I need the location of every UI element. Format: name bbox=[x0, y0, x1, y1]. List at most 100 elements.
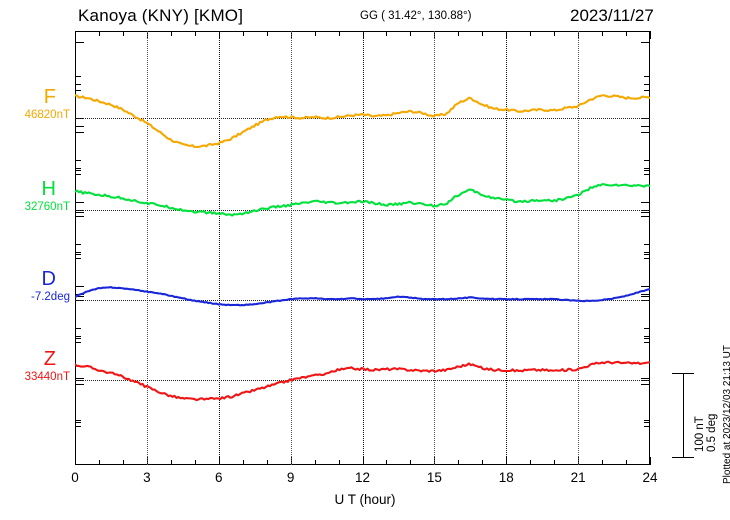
axis-tick-bottom bbox=[386, 460, 388, 465]
axis-tick-left bbox=[75, 202, 84, 203]
axis-tick-bottom bbox=[194, 460, 196, 465]
axis-tick-right bbox=[641, 286, 650, 287]
axis-tick-right bbox=[641, 296, 650, 297]
component-value-z: 33440nT bbox=[24, 371, 70, 383]
component-letter-d: D bbox=[41, 268, 56, 290]
axis-tick-top bbox=[338, 31, 340, 36]
axis-tick-left bbox=[75, 384, 84, 385]
plotted-timestamp: Plotted at 2023/12/03 21:13 UT bbox=[722, 345, 730, 484]
axis-tick-right bbox=[641, 202, 650, 203]
baseline-h bbox=[75, 210, 650, 211]
axis-tick-minor bbox=[75, 258, 81, 259]
axis-tick-bottom bbox=[530, 460, 532, 465]
axis-tick-top bbox=[386, 31, 388, 36]
grid-line-vertical bbox=[146, 31, 148, 465]
axis-tick-top bbox=[98, 31, 100, 36]
axis-tick-minor bbox=[644, 252, 650, 253]
axis-tick-minor bbox=[644, 76, 650, 77]
axis-tick-top bbox=[75, 31, 76, 39]
axis-tick-left bbox=[75, 126, 84, 127]
axis-tick-top bbox=[170, 31, 172, 36]
axis-tick-top bbox=[530, 31, 532, 36]
grid-line-vertical bbox=[290, 31, 292, 465]
axis-tick-bottom bbox=[410, 460, 412, 465]
axis-tick-minor bbox=[644, 244, 650, 245]
axis-tick-left bbox=[75, 296, 84, 297]
axis-tick-bottom bbox=[626, 460, 628, 465]
baseline-z bbox=[75, 380, 650, 381]
x-axis-title: U T (hour) bbox=[334, 492, 396, 507]
axis-tick-bottom bbox=[458, 460, 460, 465]
x-tick-label: 12 bbox=[354, 470, 371, 485]
axis-tick-right bbox=[641, 216, 650, 217]
axis-tick-minor bbox=[75, 420, 81, 421]
scale-bar-nt-label: 100 nT bbox=[694, 416, 706, 452]
component-value-h: 32760nT bbox=[24, 201, 70, 213]
axis-tick-minor bbox=[644, 342, 650, 343]
baseline-f bbox=[75, 118, 650, 119]
axis-tick-top bbox=[626, 31, 628, 36]
axis-tick-top bbox=[314, 31, 316, 36]
axis-tick-minor bbox=[644, 254, 650, 255]
axis-tick-bottom bbox=[650, 457, 651, 465]
axis-tick-bottom bbox=[482, 460, 484, 465]
axis-tick-top bbox=[122, 31, 124, 36]
axis-tick-minor bbox=[75, 252, 81, 253]
axis-tick-minor bbox=[644, 338, 650, 339]
axis-tick-top bbox=[266, 31, 268, 36]
axis-tick-bottom bbox=[75, 457, 76, 465]
axis-tick-minor bbox=[644, 170, 650, 171]
x-tick-label: 9 bbox=[286, 470, 295, 485]
axis-tick-minor bbox=[75, 160, 81, 161]
axis-tick-minor bbox=[644, 420, 650, 421]
grid-line-vertical bbox=[218, 31, 220, 465]
axis-tick-right bbox=[641, 126, 650, 127]
axis-tick-top bbox=[554, 31, 556, 36]
axis-tick-minor bbox=[75, 254, 81, 255]
axis-tick-top bbox=[458, 31, 460, 36]
grid-line-vertical bbox=[578, 31, 580, 465]
axis-tick-minor bbox=[75, 342, 81, 343]
axis-tick-bottom bbox=[602, 460, 604, 465]
grid-line-vertical bbox=[434, 31, 436, 465]
axis-tick-top bbox=[482, 31, 484, 36]
axis-tick-minor bbox=[644, 336, 650, 337]
scale-bar-deg-label: 0.5 deg bbox=[706, 413, 718, 452]
axis-tick-minor bbox=[75, 90, 81, 91]
axis-tick-bottom bbox=[554, 460, 556, 465]
axis-tick-minor bbox=[75, 170, 81, 171]
component-letter-f: F bbox=[43, 86, 56, 108]
axis-tick-minor bbox=[75, 76, 81, 77]
axis-tick-top bbox=[650, 31, 651, 39]
axis-tick-left bbox=[75, 378, 84, 379]
axis-tick-minor bbox=[75, 84, 81, 85]
axis-tick-bottom bbox=[98, 460, 100, 465]
axis-tick-bottom bbox=[314, 460, 316, 465]
axis-tick-minor bbox=[75, 338, 81, 339]
axis-tick-minor bbox=[75, 328, 81, 329]
component-value-d: -7.2deg bbox=[30, 291, 70, 303]
axis-tick-left bbox=[75, 286, 84, 287]
axis-tick-minor bbox=[75, 422, 81, 423]
axis-tick-bottom bbox=[170, 460, 172, 465]
axis-tick-right bbox=[641, 132, 650, 133]
axis-tick-top bbox=[602, 31, 604, 36]
axis-tick-minor bbox=[75, 426, 81, 427]
grid-line-vertical bbox=[506, 31, 508, 465]
axis-tick-minor bbox=[644, 426, 650, 427]
axis-tick-bottom bbox=[266, 460, 268, 465]
scale-bar-bottom-cap bbox=[672, 457, 694, 458]
x-tick-label: 3 bbox=[143, 470, 151, 485]
geographic-coordinates: GG ( 31.42°, 130.88°) bbox=[360, 10, 472, 22]
axis-tick-minor bbox=[644, 160, 650, 161]
axis-tick-minor bbox=[644, 90, 650, 91]
x-tick-label: 21 bbox=[570, 470, 586, 485]
axis-tick-right bbox=[641, 212, 650, 213]
component-value-f: 46820nT bbox=[24, 109, 70, 121]
axis-tick-minor bbox=[644, 258, 650, 259]
axis-tick-top bbox=[410, 31, 412, 36]
axis-tick-left bbox=[75, 42, 84, 43]
